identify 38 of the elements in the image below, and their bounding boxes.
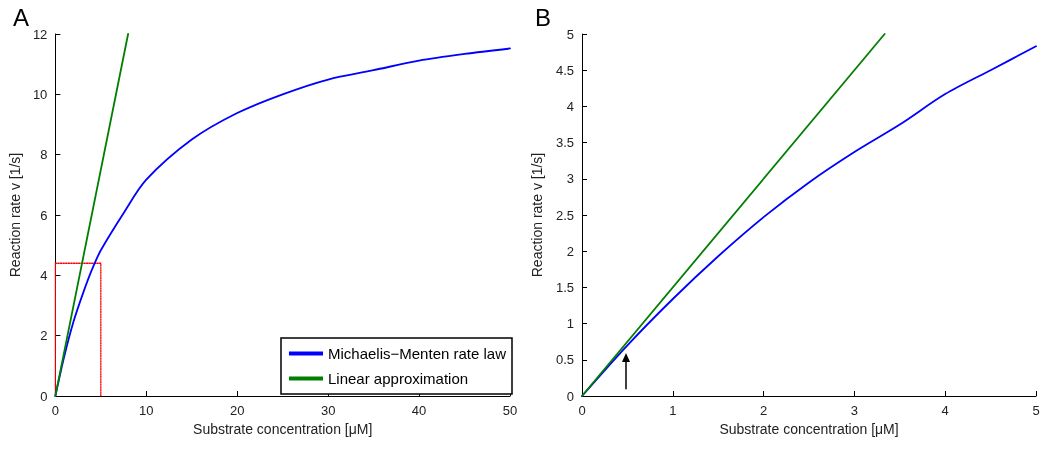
y-tick-label: 0 xyxy=(40,388,48,404)
x-tick-label: 40 xyxy=(411,403,427,418)
x-tick-label: 2 xyxy=(759,403,768,418)
x-tick-label: 30 xyxy=(320,403,336,418)
x-tick-label: 50 xyxy=(502,403,518,418)
y-tick-label: 1 xyxy=(566,316,574,332)
y-tick-label: 3.5 xyxy=(555,135,574,151)
y-tick-label: 3 xyxy=(566,171,574,187)
y-tick-label: 0 xyxy=(566,388,574,404)
y-tick-label: 6 xyxy=(40,207,48,223)
y-tick-label: 5 xyxy=(566,26,574,42)
y-tick-label: 8 xyxy=(40,147,48,163)
y-tick-label: 4 xyxy=(40,267,48,283)
y-tick-label: 10 xyxy=(32,86,48,102)
y-tick-label: 4.5 xyxy=(555,62,574,78)
y-tick-label: 2 xyxy=(40,328,48,344)
x-tick-label: 0 xyxy=(578,403,586,418)
x-tick-label: 4 xyxy=(941,403,949,418)
y-axis-title: Reaction rate v [1/s] xyxy=(7,152,23,278)
x-tick-label: 10 xyxy=(139,403,154,418)
legend-label: Linear approximation xyxy=(328,370,469,387)
y-tick-label: 2 xyxy=(566,243,574,259)
x-tick-label: 1 xyxy=(669,403,677,418)
y-tick-label: 12 xyxy=(32,26,48,42)
y-tick-label: 2.5 xyxy=(555,207,574,223)
x-axis-title: Substrate concentration [μM] xyxy=(719,420,899,437)
x-tick-label: 5 xyxy=(1032,403,1040,418)
x-tick-label: 0 xyxy=(51,403,59,418)
legend-label: Michaelis−Menten rate law xyxy=(328,345,507,362)
x-axis-title: Substrate concentration [μM] xyxy=(193,420,373,437)
x-tick-label: 3 xyxy=(850,403,859,418)
y-tick-label: 1.5 xyxy=(555,279,574,295)
y-tick-label: 4 xyxy=(566,98,574,114)
chart-title: A xyxy=(13,3,30,31)
y-tick-label: 0.5 xyxy=(555,352,574,368)
x-tick-label: 20 xyxy=(229,403,245,418)
chart-title: B xyxy=(535,3,552,31)
y-axis-title: Reaction rate v [1/s] xyxy=(529,152,545,278)
